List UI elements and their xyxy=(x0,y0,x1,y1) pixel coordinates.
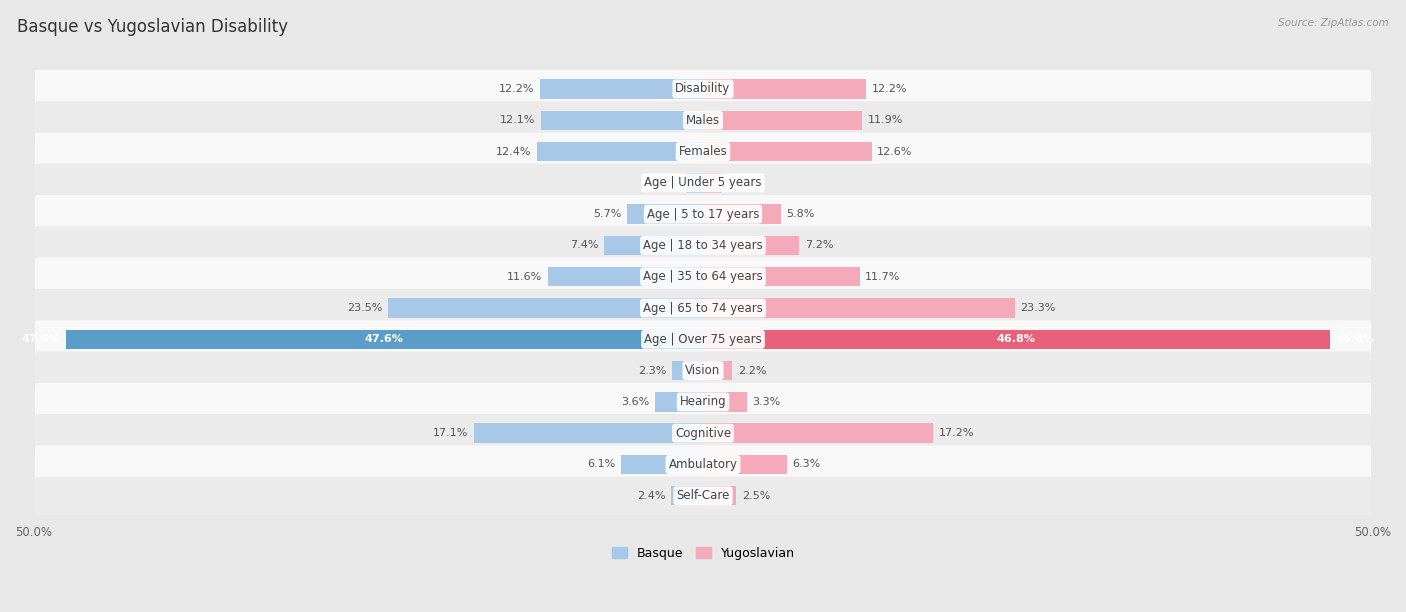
FancyBboxPatch shape xyxy=(35,477,1371,515)
Bar xyxy=(540,80,703,99)
Bar xyxy=(474,424,703,443)
Text: 47.6%: 47.6% xyxy=(21,334,60,345)
Text: Disability: Disability xyxy=(675,83,731,95)
Text: 2.2%: 2.2% xyxy=(738,365,766,376)
FancyBboxPatch shape xyxy=(35,320,1371,359)
FancyBboxPatch shape xyxy=(35,446,1371,483)
FancyBboxPatch shape xyxy=(35,164,1371,202)
Text: Females: Females xyxy=(679,145,727,158)
Bar xyxy=(672,361,703,380)
Bar xyxy=(388,298,703,318)
Text: 7.2%: 7.2% xyxy=(804,241,834,250)
FancyBboxPatch shape xyxy=(35,101,1371,140)
Text: 11.7%: 11.7% xyxy=(865,272,900,282)
Bar xyxy=(605,236,703,255)
Bar xyxy=(627,204,703,224)
Text: 5.7%: 5.7% xyxy=(593,209,621,219)
Text: Self-Care: Self-Care xyxy=(676,489,730,502)
Text: 6.3%: 6.3% xyxy=(793,460,821,469)
Text: 2.5%: 2.5% xyxy=(742,491,770,501)
Bar xyxy=(703,173,721,193)
Bar xyxy=(703,330,1330,349)
Text: Age | 5 to 17 years: Age | 5 to 17 years xyxy=(647,207,759,221)
Text: Age | 35 to 64 years: Age | 35 to 64 years xyxy=(643,271,763,283)
Text: Age | Over 75 years: Age | Over 75 years xyxy=(644,333,762,346)
Text: 3.6%: 3.6% xyxy=(621,397,650,407)
Text: 3.3%: 3.3% xyxy=(752,397,780,407)
Text: Age | 65 to 74 years: Age | 65 to 74 years xyxy=(643,302,763,315)
Bar xyxy=(541,111,703,130)
FancyBboxPatch shape xyxy=(35,258,1371,296)
FancyBboxPatch shape xyxy=(35,70,1371,108)
Text: Vision: Vision xyxy=(685,364,721,377)
Bar xyxy=(703,236,800,255)
Bar xyxy=(671,486,703,506)
Text: 47.6%: 47.6% xyxy=(366,334,404,345)
FancyBboxPatch shape xyxy=(35,351,1371,390)
Bar xyxy=(703,424,934,443)
Text: 2.3%: 2.3% xyxy=(638,365,666,376)
Text: 12.4%: 12.4% xyxy=(496,147,531,157)
Text: 1.4%: 1.4% xyxy=(727,178,755,188)
Bar xyxy=(686,173,703,193)
Bar xyxy=(703,361,733,380)
Text: Age | Under 5 years: Age | Under 5 years xyxy=(644,176,762,189)
Text: Hearing: Hearing xyxy=(679,395,727,408)
Bar xyxy=(703,111,862,130)
Text: 6.1%: 6.1% xyxy=(588,460,616,469)
Bar xyxy=(703,455,787,474)
Bar xyxy=(703,392,747,412)
Text: 12.6%: 12.6% xyxy=(877,147,912,157)
Text: 17.2%: 17.2% xyxy=(939,428,974,438)
Bar xyxy=(703,80,866,99)
Bar xyxy=(655,392,703,412)
FancyBboxPatch shape xyxy=(35,132,1371,171)
Bar xyxy=(548,267,703,286)
Text: 46.8%: 46.8% xyxy=(997,334,1036,345)
Text: 12.2%: 12.2% xyxy=(499,84,534,94)
Bar xyxy=(703,298,1015,318)
Bar xyxy=(621,455,703,474)
Text: 12.1%: 12.1% xyxy=(501,115,536,125)
Text: 7.4%: 7.4% xyxy=(569,241,599,250)
Text: Males: Males xyxy=(686,114,720,127)
Bar xyxy=(703,486,737,506)
Text: Basque vs Yugoslavian Disability: Basque vs Yugoslavian Disability xyxy=(17,18,288,36)
FancyBboxPatch shape xyxy=(35,195,1371,233)
FancyBboxPatch shape xyxy=(35,226,1371,264)
Bar xyxy=(537,142,703,162)
Text: 12.2%: 12.2% xyxy=(872,84,907,94)
Text: 17.1%: 17.1% xyxy=(433,428,468,438)
Text: 11.6%: 11.6% xyxy=(508,272,543,282)
FancyBboxPatch shape xyxy=(35,414,1371,452)
Text: 11.9%: 11.9% xyxy=(868,115,903,125)
Text: 23.5%: 23.5% xyxy=(347,303,382,313)
Text: Cognitive: Cognitive xyxy=(675,427,731,439)
FancyBboxPatch shape xyxy=(35,383,1371,421)
Bar xyxy=(703,142,872,162)
Legend: Basque, Yugoslavian: Basque, Yugoslavian xyxy=(606,542,800,565)
Text: 46.8%: 46.8% xyxy=(1336,334,1374,345)
Text: 2.4%: 2.4% xyxy=(637,491,665,501)
Text: 23.3%: 23.3% xyxy=(1021,303,1056,313)
Bar xyxy=(703,204,780,224)
Text: 1.3%: 1.3% xyxy=(652,178,681,188)
Text: Age | 18 to 34 years: Age | 18 to 34 years xyxy=(643,239,763,252)
Text: 5.8%: 5.8% xyxy=(786,209,814,219)
FancyBboxPatch shape xyxy=(35,289,1371,327)
Text: Source: ZipAtlas.com: Source: ZipAtlas.com xyxy=(1278,18,1389,28)
Bar xyxy=(66,330,703,349)
Text: Ambulatory: Ambulatory xyxy=(668,458,738,471)
Bar xyxy=(703,267,859,286)
